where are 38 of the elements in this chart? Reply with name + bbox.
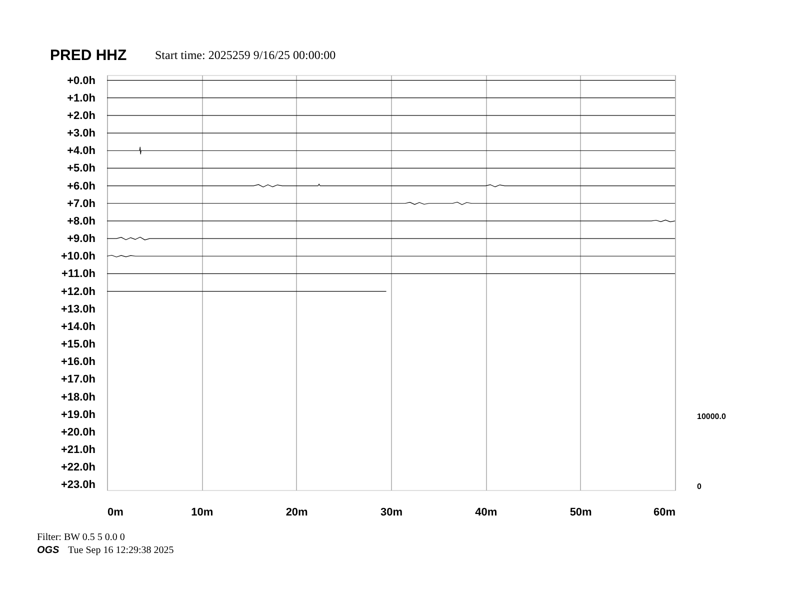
y-tick-label: +11.0h bbox=[62, 268, 96, 280]
x-tick-label: 30m bbox=[380, 506, 403, 518]
text: Tue Sep 16 12:29:38 2025 bbox=[68, 545, 174, 556]
x-tick-label: 10m bbox=[191, 506, 214, 518]
y-tick-label: +10.0h bbox=[60, 250, 96, 263]
y-tick-label: +14.0h bbox=[60, 320, 96, 333]
y-tick-label: +18.0h bbox=[60, 391, 96, 404]
x-tick-label: 60m bbox=[653, 506, 676, 518]
y-tick-label: +17.0h bbox=[60, 374, 96, 386]
y-tick-label: +2.0h bbox=[67, 110, 96, 122]
text: OGS bbox=[37, 545, 60, 556]
text: 0 bbox=[697, 482, 702, 491]
y-tick-label: +9.0h bbox=[67, 233, 96, 246]
chart-title: PRED HHZ bbox=[50, 47, 127, 64]
x-tick-label: 50m bbox=[570, 506, 592, 518]
y-tick-label: +1.0h bbox=[67, 92, 96, 104]
chart-subtitle: Start time: 2025259 9/16/25 00:00:00 bbox=[155, 48, 336, 62]
y-tick-label: +20.0h bbox=[60, 426, 96, 438]
y-tick-label: +3.0h bbox=[67, 128, 96, 140]
y-tick-label: +5.0h bbox=[67, 162, 96, 175]
y-tick-label: +19.0h bbox=[60, 408, 96, 421]
y-tick-label: +22.0h bbox=[60, 462, 96, 474]
y-tick-label: +21.0h bbox=[60, 444, 96, 456]
y-tick-label: +12.0h bbox=[60, 286, 96, 298]
y-tick-label: +23.0h bbox=[60, 479, 96, 492]
x-tick-label: 20m bbox=[286, 506, 308, 518]
y-tick-label: +16.0h bbox=[60, 356, 96, 368]
x-tick-label: 0m bbox=[108, 506, 124, 518]
y-tick-label: +13.0h bbox=[60, 303, 96, 316]
text: Filter: BW 0.5 5 0.0 0 bbox=[37, 532, 125, 543]
y-tick-label: +8.0h bbox=[67, 215, 96, 228]
text: 10000.0 bbox=[697, 412, 726, 421]
y-tick-label: +6.0h bbox=[67, 180, 96, 192]
y-tick-label: +0.0h bbox=[67, 74, 96, 87]
y-tick-label: +15.0h bbox=[60, 338, 96, 351]
y-tick-label: +4.0h bbox=[67, 145, 96, 158]
x-tick-label: 40m bbox=[475, 506, 498, 518]
y-tick-label: +7.0h bbox=[67, 198, 96, 210]
